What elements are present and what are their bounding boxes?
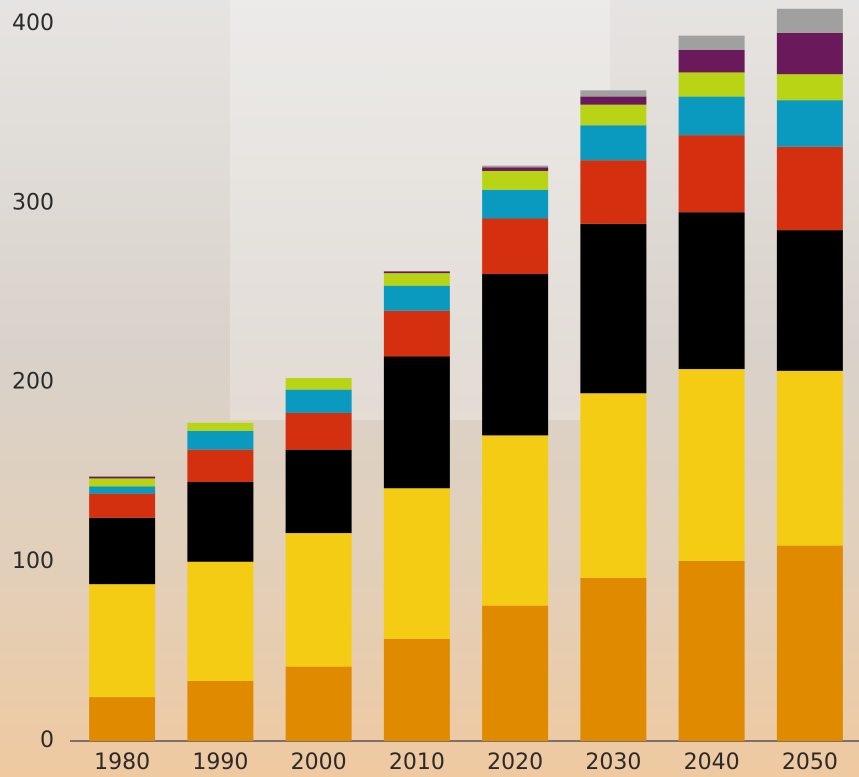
- bar-segment: [482, 218, 548, 274]
- bar-segment: [580, 125, 646, 160]
- bar-segment: [777, 74, 843, 100]
- bar-segment: [580, 105, 646, 126]
- bar-segment: [384, 273, 450, 286]
- bar-segment: [679, 135, 745, 212]
- bar-segment: [89, 584, 155, 697]
- bar-segment: [482, 190, 548, 219]
- bar-segment: [777, 147, 843, 230]
- x-tick-label: 1980: [94, 750, 150, 775]
- bar-segment: [777, 100, 843, 147]
- bar-segment: [482, 606, 548, 741]
- bar-segment: [286, 413, 352, 450]
- bar-segment: [679, 97, 745, 136]
- chart: 0 100 200 300 400 1980 1990 2000 2010 2020 2030 204…: [0, 0, 859, 777]
- bar-segment: [580, 578, 646, 741]
- bar-segment: [187, 431, 253, 450]
- bar-segment: [187, 450, 253, 482]
- bar-segment: [482, 435, 548, 605]
- bar-segment: [580, 393, 646, 578]
- x-tick-label: 2000: [291, 750, 347, 775]
- x-tick-label: 2030: [585, 750, 641, 775]
- bar-segment: [777, 9, 843, 33]
- bar-segment: [187, 482, 253, 562]
- bar-segment: [580, 160, 646, 224]
- y-tick-label: 200: [12, 370, 54, 395]
- bar-segment: [89, 494, 155, 518]
- bar-segment: [580, 97, 646, 105]
- bar-segment: [482, 171, 548, 190]
- bar-segment: [482, 167, 548, 171]
- bar-segment: [286, 390, 352, 413]
- bar-segment: [89, 518, 155, 584]
- x-tick-label: 1990: [192, 750, 248, 775]
- bar-segment: [89, 486, 155, 493]
- bar-segment: [679, 36, 745, 50]
- y-tick-label: 400: [12, 11, 54, 36]
- bar-segment: [384, 311, 450, 357]
- x-tick-label: 2020: [487, 750, 543, 775]
- bar-segment: [187, 681, 253, 741]
- bar-segment: [89, 477, 155, 479]
- page: 0 100 200 300 400 1980 1990 2000 2010 2020 2030 204…: [0, 0, 859, 777]
- bar-segment: [384, 639, 450, 741]
- bar-segment: [384, 271, 450, 273]
- bar-segment: [679, 561, 745, 741]
- y-tick-label: 0: [40, 728, 54, 753]
- x-tick-label: 2040: [684, 750, 740, 775]
- bar-segment: [777, 33, 843, 74]
- bar-segment: [286, 450, 352, 533]
- bar-segment: [384, 286, 450, 311]
- bar-segment: [89, 478, 155, 486]
- bar-segment: [777, 546, 843, 741]
- bar-segment: [679, 72, 745, 96]
- bar-segment: [777, 230, 843, 371]
- bar-segment: [679, 212, 745, 369]
- bar-segment: [286, 533, 352, 667]
- bar-segment: [286, 667, 352, 741]
- bar-segment: [580, 90, 646, 96]
- y-tick-label: 100: [12, 549, 54, 574]
- bar-segment: [89, 697, 155, 741]
- bar-segment: [679, 369, 745, 561]
- bar-segment: [187, 423, 253, 431]
- y-tick-label: 300: [12, 190, 54, 215]
- x-tick-label: 2050: [782, 750, 838, 775]
- bar-segment: [482, 166, 548, 168]
- bar-segment: [580, 224, 646, 393]
- bar-segment: [777, 371, 843, 546]
- x-tick-label: 2010: [389, 750, 445, 775]
- bar-segment: [482, 274, 548, 435]
- bar-segment: [187, 562, 253, 681]
- bar-segment: [679, 50, 745, 72]
- bar-segment: [286, 378, 352, 390]
- bar-segment: [384, 357, 450, 489]
- bar-segment: [384, 488, 450, 639]
